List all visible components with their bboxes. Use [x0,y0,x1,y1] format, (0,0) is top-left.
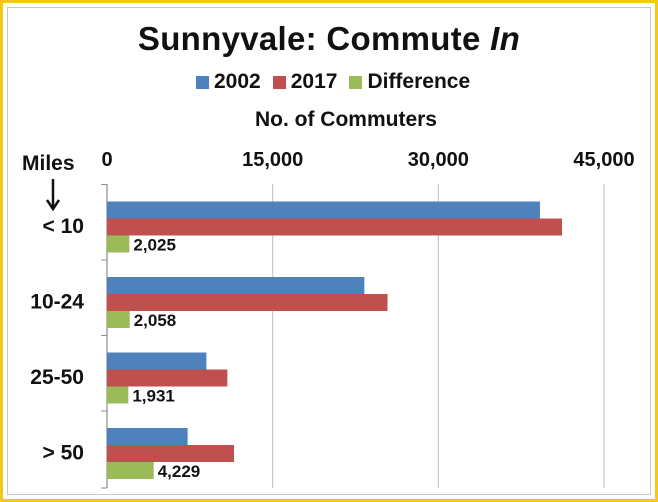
bar-2002-0 [107,201,540,219]
bar-2017-2 [107,369,228,387]
x-tick-label: 30,000 [408,149,469,171]
bar-difference-1 [107,311,130,328]
bar-2017-0 [107,218,563,236]
chart-title-italic: In [490,20,521,57]
x-tick-label: 0 [101,149,112,171]
legend-swatch [272,75,286,89]
y-axis-title: Miles [22,152,75,175]
legend-label: Difference [367,70,471,93]
category-label: 25-50 [30,366,84,389]
legend-entry-1: 2017 [272,70,338,94]
legend-label: 2017 [290,70,338,93]
data-label: 2,058 [134,311,177,330]
category-label: < 10 [43,215,84,238]
bar-difference-2 [107,386,129,404]
bar-2002-3 [107,428,188,445]
legend-swatch [196,75,209,89]
legend-entry-2: Difference [349,70,470,94]
bar-difference-3 [107,462,154,479]
bar-2017-1 [107,294,388,311]
data-label: 2,025 [133,236,176,255]
category-label: > 50 [43,442,84,465]
x-tick-label: 45,000 [573,149,634,171]
down-arrow-icon [46,179,60,212]
category-label: 10-24 [30,291,84,314]
x-tick-label: 15,000 [242,149,303,171]
bar-2002-1 [107,277,365,294]
x-axis-title: No. of Commuters [254,108,437,131]
chart-title-main: Sunnyvale: Commute [137,20,491,57]
bar-difference-0 [107,235,130,253]
bar-2017-3 [107,445,235,462]
bar-2002-2 [107,352,207,370]
chart-legend: 2002 2017 Difference [196,70,482,94]
data-label: 4,229 [158,462,201,481]
data-label: 1,931 [132,387,175,406]
legend-swatch [349,75,363,89]
chart-title: Sunnyvale: Commute In [0,20,658,58]
legend-entry-0: 2002 [196,70,261,94]
legend-label: 2002 [214,70,261,93]
